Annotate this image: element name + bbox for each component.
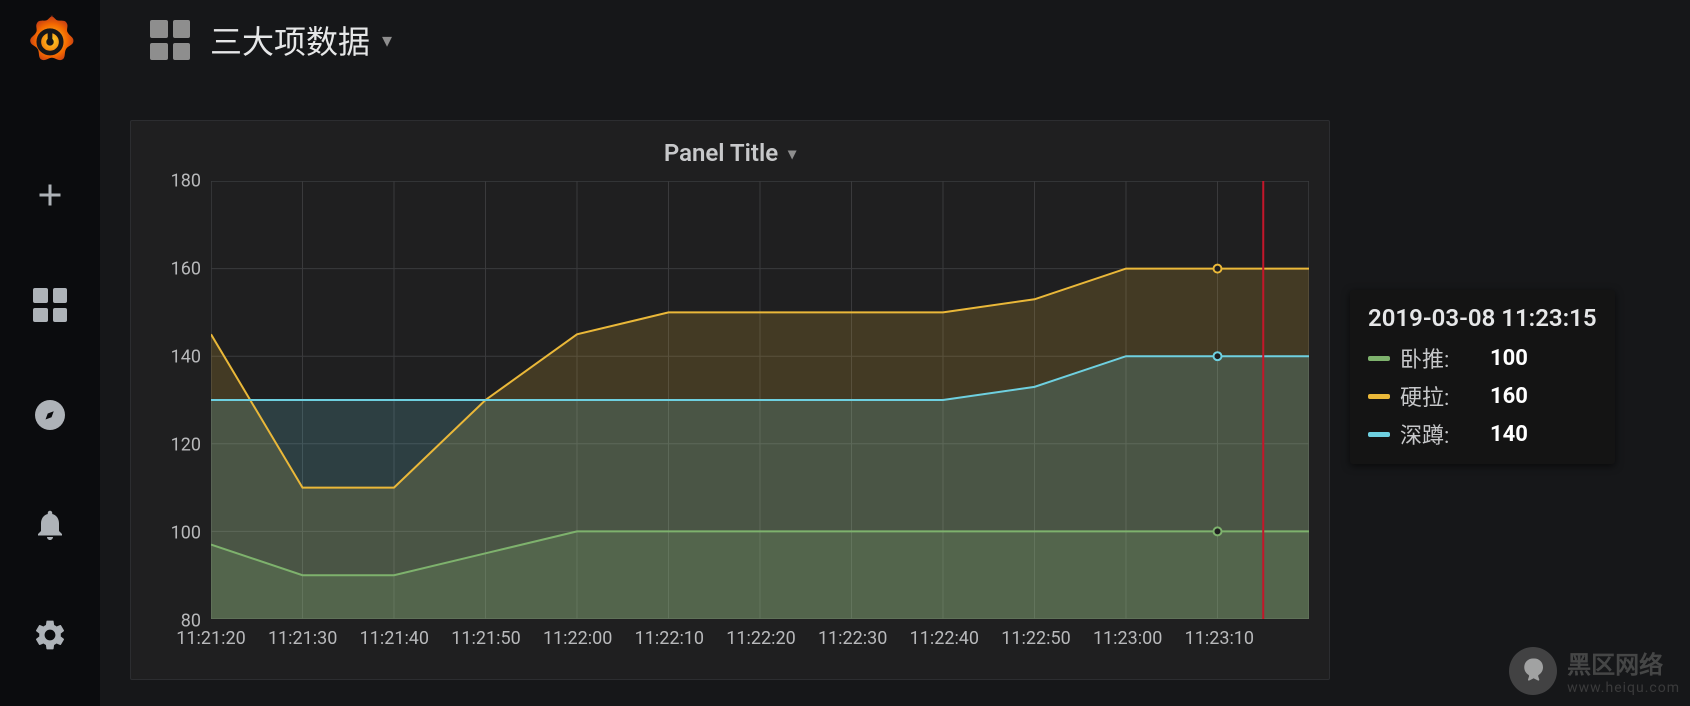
dashboard-title: 三大项数据 (210, 17, 370, 63)
nav-explore[interactable] (25, 390, 75, 440)
tooltip-series-label: 硬拉: (1400, 380, 1460, 412)
panel-title: Panel Title (664, 139, 778, 167)
y-axis-tick: 160 (151, 259, 201, 280)
sidebar (0, 0, 100, 706)
apps-icon (33, 288, 67, 322)
tooltip-series-label: 深蹲: (1400, 418, 1460, 450)
y-axis-tick: 140 (151, 347, 201, 368)
bell-icon (32, 507, 68, 543)
x-axis-tick: 11:22:50 (1001, 628, 1070, 649)
x-axis-tick: 11:22:10 (635, 628, 704, 649)
tooltip-series-value: 140 (1490, 422, 1528, 447)
x-axis-tick: 11:22:20 (726, 628, 795, 649)
x-axis-tick: 11:22:00 (543, 628, 612, 649)
x-axis-tick: 11:21:30 (268, 628, 337, 649)
x-axis-tick: 11:22:30 (818, 628, 887, 649)
series-swatch (1368, 356, 1390, 361)
compass-icon (32, 397, 68, 433)
nav-alerting[interactable] (25, 500, 75, 550)
chart-area[interactable]: 80100120140160180 11:21:2011:21:3011:21:… (151, 181, 1309, 619)
x-axis-tick: 11:23:00 (1093, 628, 1162, 649)
nav-dashboards[interactable] (25, 280, 75, 330)
gear-icon (32, 617, 68, 653)
watermark-icon (1509, 647, 1557, 695)
grafana-logo-icon[interactable] (20, 10, 80, 70)
watermark-title: 黑区网络 (1567, 645, 1680, 680)
tooltip-row: 深蹲: 140 (1368, 418, 1597, 450)
y-axis-tick: 180 (151, 171, 201, 192)
tooltip-series-value: 100 (1490, 346, 1528, 371)
watermark-subtitle: www.heiqu.com (1567, 680, 1680, 696)
tooltip-row: 硬拉: 160 (1368, 380, 1597, 412)
nav-create[interactable] (25, 170, 75, 220)
dashboard-title-dropdown[interactable]: 三大项数据 ▾ (210, 17, 392, 63)
plus-icon (32, 177, 68, 213)
dashboard-grid-icon[interactable] (150, 20, 190, 60)
x-axis-tick: 11:22:40 (910, 628, 979, 649)
tooltip-series-value: 160 (1490, 384, 1528, 409)
x-axis-tick: 11:23:10 (1185, 628, 1254, 649)
x-axis-tick: 11:21:20 (176, 628, 245, 649)
graph-tooltip: 2019-03-08 11:23:15 卧推: 100 硬拉: 160 深蹲: … (1350, 290, 1615, 464)
series-swatch (1368, 432, 1390, 437)
nav-configuration[interactable] (25, 610, 75, 660)
panel-title-dropdown[interactable]: Panel Title ▾ (131, 121, 1329, 167)
x-axis-tick: 11:21:40 (360, 628, 429, 649)
x-axis-tick: 11:21:50 (451, 628, 520, 649)
graph-panel: Panel Title ▾ 80100120140160180 11:21:20… (130, 120, 1330, 680)
chevron-down-icon: ▾ (382, 28, 392, 52)
tooltip-timestamp: 2019-03-08 11:23:15 (1368, 304, 1597, 332)
y-axis-tick: 100 (151, 523, 201, 544)
topbar: 三大项数据 ▾ (100, 0, 392, 80)
chevron-down-icon: ▾ (788, 144, 796, 163)
tooltip-row: 卧推: 100 (1368, 342, 1597, 374)
series-swatch (1368, 394, 1390, 399)
watermark: 黑区网络 www.heiqu.com (1509, 645, 1680, 696)
y-axis-tick: 120 (151, 435, 201, 456)
tooltip-series-label: 卧推: (1400, 342, 1460, 374)
